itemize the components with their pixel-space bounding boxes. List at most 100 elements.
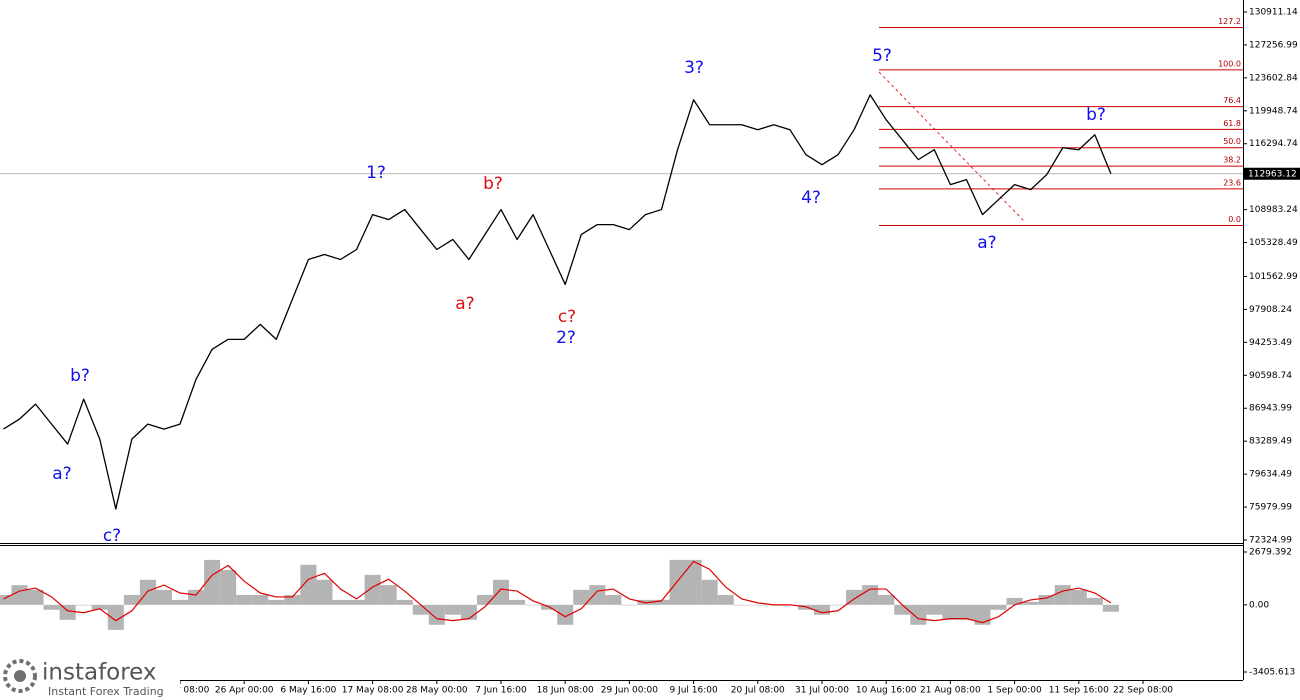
histogram-bar: [1086, 597, 1103, 605]
histogram-bar: [460, 604, 477, 620]
brand-name: instaforex: [42, 660, 157, 686]
y-tick-label: 97908.24: [1249, 305, 1292, 315]
histogram-bar: [43, 604, 60, 610]
y-tick-label: 2679.392: [1249, 548, 1292, 558]
histogram-bar: [910, 604, 927, 625]
histogram-bar: [284, 594, 301, 605]
wave-label: a?: [52, 464, 71, 484]
y-tick-label: 90598.74: [1249, 371, 1292, 381]
histogram-bar: [268, 599, 285, 605]
y-tick-label: -3405.613: [1249, 668, 1295, 678]
histogram-bar: [107, 604, 124, 630]
signal-line: [3, 560, 1112, 624]
histogram-bar: [59, 604, 76, 620]
x-tick-label: 1 Sep 00:00: [987, 686, 1042, 696]
x-tick-label: 20 Jul 08:00: [731, 686, 785, 696]
wave-label: 2?: [556, 328, 576, 348]
histogram-bar: [813, 604, 831, 615]
histogram-bar: [396, 599, 413, 605]
histogram-bar: [364, 574, 381, 605]
histogram-bar: [717, 594, 734, 605]
wave-label: 5?: [872, 46, 892, 66]
histogram-bar: [525, 604, 542, 606]
histogram-bar: [1054, 585, 1071, 605]
histogram-bar: [669, 559, 686, 605]
histogram-bar: [123, 594, 140, 605]
wave-label: b?: [70, 366, 90, 386]
wave-label: c?: [558, 307, 576, 327]
histogram-bar: [252, 594, 269, 605]
fib-label: 50.0: [1223, 137, 1241, 146]
histogram-bar: [0, 594, 12, 605]
y-tick-label: 94253.49: [1249, 338, 1292, 348]
histogram-bar: [1022, 601, 1039, 605]
wave-label: 1?: [366, 163, 386, 183]
y-tick-label: 127256.99: [1249, 40, 1298, 50]
x-tick-label: 17 May 08:00: [342, 686, 404, 696]
histogram-bar: [733, 604, 750, 606]
histogram-bar: [428, 604, 445, 625]
wave-label: c?: [103, 526, 121, 546]
last-price-box: [1244, 167, 1300, 180]
x-tick-label: 29 Jun 00:00: [601, 686, 658, 696]
x-tick-label: 9 Jul 16:00: [669, 686, 718, 696]
x-tick-label: 22 Sep 08:00: [1113, 686, 1173, 696]
histogram-bar: [332, 599, 349, 605]
histogram-bar: [444, 604, 461, 615]
y-tick-label: 79634.49: [1249, 470, 1292, 480]
x-tick-label: 10 Aug 16:00: [856, 686, 917, 696]
y-tick-label: 116294.74: [1249, 139, 1298, 149]
histogram-bar: [894, 604, 911, 615]
histogram-bar: [605, 594, 622, 605]
wave-label: a?: [455, 294, 474, 314]
y-tick-label: 72324.99: [1249, 535, 1292, 545]
histogram-bar: [204, 559, 221, 605]
y-tick-label: 86943.99: [1249, 404, 1292, 414]
logo-icon: [14, 670, 26, 682]
y-tick-label: 101562.99: [1249, 272, 1298, 282]
histogram-bar: [589, 585, 606, 605]
fib-label: 127.2: [1218, 17, 1241, 26]
histogram-bar: [300, 564, 317, 605]
histogram-bar: [509, 599, 526, 605]
histogram-bar: [621, 604, 638, 606]
x-tick-label: 15 Apr 08:00: [151, 686, 210, 696]
fib-label: 100.0: [1218, 59, 1241, 68]
histogram-bar: [974, 604, 991, 625]
histogram-bar: [75, 604, 92, 606]
histogram-bar: [188, 589, 205, 605]
histogram-bar: [685, 559, 702, 605]
histogram-bar: [316, 579, 333, 605]
histogram-bar: [380, 585, 397, 605]
histogram-bar: [171, 599, 189, 605]
histogram-bar: [1006, 597, 1023, 605]
histogram-bar: [91, 604, 108, 610]
wave-label: 4?: [801, 188, 821, 208]
y-tick-label: 0.00: [1249, 600, 1269, 610]
fib-label: 61.8: [1223, 119, 1241, 128]
brand-logo: instaforex Instant Forex Trading: [0, 654, 180, 700]
wave-label: b?: [483, 174, 503, 194]
y-tick-label: 75979.99: [1249, 503, 1292, 513]
x-tick-label: 31 Jul 00:00: [795, 686, 849, 696]
brand-tagline: Instant Forex Trading: [48, 685, 164, 698]
histogram-bar: [862, 585, 879, 605]
logo-background: [0, 654, 180, 700]
histogram-bar: [1102, 604, 1119, 612]
histogram-bar: [557, 604, 574, 625]
histogram-bar: [701, 579, 718, 605]
x-tick-label: 6 May 16:00: [280, 686, 336, 696]
histogram-bar: [27, 589, 44, 605]
histogram-bar: [653, 599, 670, 605]
fib-label: 23.6: [1223, 178, 1241, 187]
fib-label: 0.0: [1228, 215, 1241, 224]
x-tick-label: 7 Jun 16:00: [475, 686, 527, 696]
x-tick-label: 26 Apr 00:00: [215, 686, 274, 696]
y-tick-label: 130911.14: [1249, 8, 1298, 18]
histogram-bar: [926, 604, 943, 615]
wave-label: b?: [1086, 105, 1106, 125]
histogram-bar: [1038, 594, 1055, 605]
price-line: [3, 94, 1112, 510]
